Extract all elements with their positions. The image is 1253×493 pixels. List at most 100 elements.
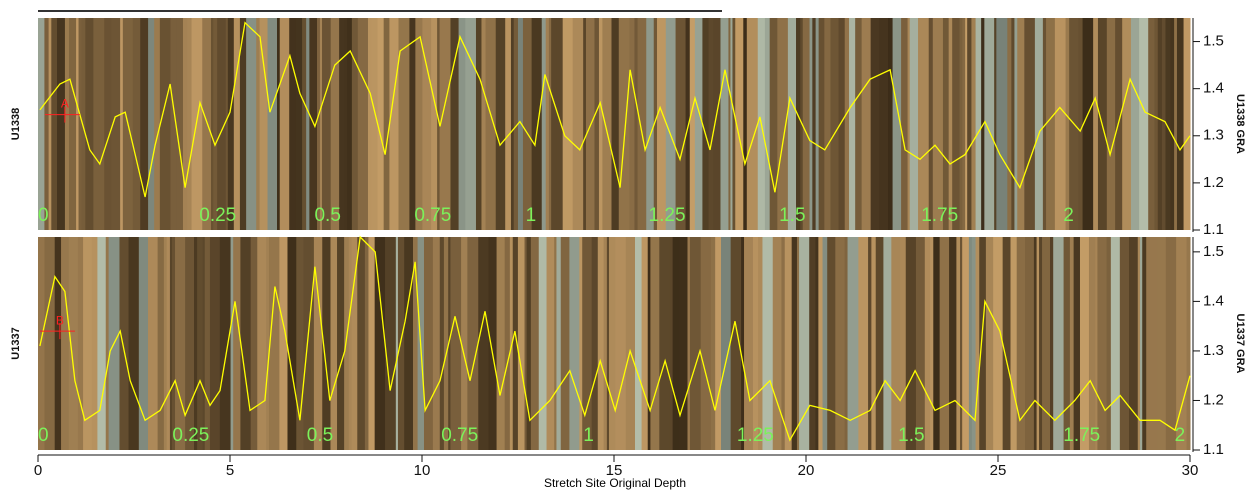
core-stripe (38, 18, 45, 230)
tie-marker-label: B (56, 313, 64, 327)
age-label: 2 (1063, 205, 1074, 226)
core-stripe (1095, 237, 1098, 450)
core-stripe (603, 237, 608, 450)
core-stripe (646, 18, 655, 230)
core-stripe (279, 237, 288, 450)
core-stripe (197, 237, 204, 450)
core-stripe (702, 18, 710, 230)
core-stripe (120, 18, 124, 230)
core-stripe (76, 18, 80, 230)
x-axis-label: Stretch Site Original Depth (544, 476, 686, 490)
core-stripe (1017, 18, 1025, 230)
core-stripe (465, 18, 477, 230)
core-stripe (818, 237, 824, 450)
core-stripe (467, 237, 479, 450)
core-stripe (762, 237, 774, 450)
core-stripe (659, 237, 671, 450)
core-stripe (844, 18, 850, 230)
core-stripe (310, 237, 315, 450)
core-stripe (159, 18, 171, 230)
core-stripe (650, 237, 660, 450)
core-stripe (996, 18, 1008, 230)
core-stripe (437, 18, 441, 230)
core-stripe (450, 237, 462, 450)
core-stripe (777, 18, 789, 230)
core-stripe (546, 237, 555, 450)
core-stripe (713, 18, 721, 230)
y-tick-label: 1.2 (1203, 174, 1224, 191)
core-stripe (932, 18, 944, 230)
core-stripe (423, 237, 434, 450)
core-stripe (344, 237, 350, 450)
core-stripe (219, 237, 232, 450)
core-stripe (351, 18, 359, 230)
core-stripe (720, 18, 729, 230)
age-label: 1.5 (779, 205, 805, 226)
core-stripe (383, 18, 390, 230)
core-stripe (1146, 237, 1158, 450)
core-stripe (822, 237, 828, 450)
core-stripe (591, 237, 599, 450)
core-stripe (64, 18, 70, 230)
core-stripe (277, 18, 281, 230)
core-stripe (404, 237, 414, 450)
core-stripe (962, 18, 966, 230)
core-stripe (784, 237, 793, 450)
core-stripe (883, 237, 892, 450)
core-stripe (322, 18, 332, 230)
core-stripe (562, 18, 574, 230)
core-stripe (809, 18, 813, 230)
core-stripe (1014, 18, 1018, 230)
core-stripe (772, 237, 782, 450)
core-stripe (517, 237, 526, 450)
core-stripe (209, 237, 221, 450)
core-stripe (799, 237, 810, 450)
core-stripe (495, 18, 506, 230)
core-stripe (818, 18, 825, 230)
core-stripe (569, 237, 580, 450)
core-stripe (439, 18, 451, 230)
core-stripe (1106, 18, 1116, 230)
core-stripe (257, 237, 267, 450)
age-label: 2 (1175, 425, 1186, 446)
age-label: 1.75 (921, 205, 958, 226)
core-stripe (634, 18, 639, 230)
core-stripe (191, 18, 203, 230)
core-stripe (148, 237, 159, 450)
core-stripe (169, 237, 173, 450)
core-stripe (256, 18, 261, 230)
core-stripe (1042, 18, 1047, 230)
core-stripe (409, 18, 416, 230)
core-stripe (267, 18, 278, 230)
core-stripe (313, 237, 323, 450)
core-stripe (330, 237, 338, 450)
core-stripe (1157, 18, 1163, 230)
core-stripe (1176, 237, 1188, 450)
core-stripe (812, 18, 817, 230)
core-stripe (545, 18, 550, 230)
core-stripe (1042, 237, 1051, 450)
core-stripe (830, 18, 840, 230)
x-tick-label: 20 (798, 462, 815, 479)
core-stripe (1078, 18, 1084, 230)
core-stripe (1011, 18, 1015, 230)
core-stripe (44, 237, 56, 450)
core-stripe (443, 237, 449, 450)
gra-line (39, 235, 1191, 442)
core-stripe (187, 18, 193, 230)
x-tick-label: 0 (34, 462, 42, 479)
core-stripe (246, 18, 257, 230)
core-stripe (171, 237, 176, 450)
core-stripe (1122, 18, 1132, 230)
core-stripe (364, 237, 369, 450)
core-stripe (971, 18, 977, 230)
core-stripe (815, 237, 819, 450)
core-stripe (38, 237, 46, 450)
side-label: U1337 (10, 327, 22, 359)
core-stripe (279, 18, 290, 230)
core-stripe (1065, 18, 1070, 230)
core-stripe (395, 237, 399, 450)
core-stripe (949, 237, 957, 450)
core-stripe (732, 18, 736, 230)
core-stripe (838, 18, 846, 230)
